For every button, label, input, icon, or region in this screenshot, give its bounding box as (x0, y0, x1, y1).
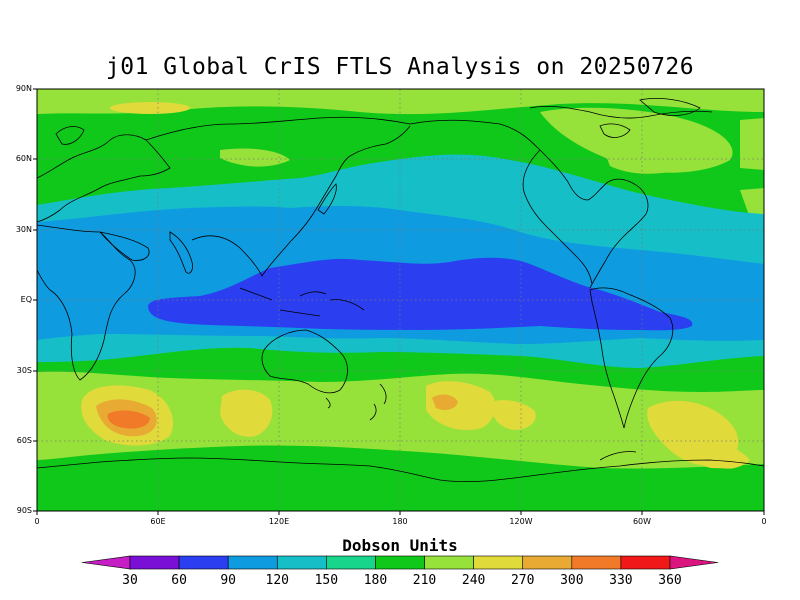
arctic-max (110, 102, 190, 114)
antarctic-210-band (37, 467, 764, 511)
colorbar-arrow-low (81, 555, 131, 570)
axis-ticks (33, 88, 765, 515)
australia-coast (261, 329, 348, 394)
colorbar-tick-label: 270 (510, 573, 535, 588)
africa-coast (37, 224, 136, 381)
antarctica-coast (37, 457, 764, 483)
colorbar-arrow-high (669, 555, 719, 570)
colorbar-tick-label: 360 (658, 573, 682, 588)
colorbar-segment (276, 555, 327, 570)
lon-label-60e: 60E (150, 517, 166, 526)
colorbar-title: Dobson Units (342, 536, 458, 555)
europe-coast (37, 134, 171, 223)
coastlines (37, 98, 764, 483)
colorbar-tick-label: 330 (609, 573, 633, 588)
colorbar-segment (129, 555, 180, 570)
colorbar-segment (620, 555, 671, 570)
lon-label-180: 180 (392, 517, 408, 526)
arctic-high-band (37, 89, 764, 115)
lat-label-60n: 60N (15, 154, 32, 163)
greenland-high (540, 107, 733, 173)
lat-label-90s: 90S (16, 506, 32, 515)
colorbar-tick-label: 30 (122, 573, 138, 588)
lon-label-0-end: 0 (761, 517, 767, 526)
colorbar-tick-label: 90 (220, 573, 236, 588)
lat-label-30n: 30N (15, 225, 32, 234)
lat-label-eq: EQ (20, 295, 32, 304)
colorbar-segment (227, 555, 278, 570)
south-america-coast (589, 287, 674, 429)
lon-label-120w: 120W (509, 517, 533, 526)
ozone-field (37, 89, 764, 511)
colorbar-segment (571, 555, 622, 570)
lat-label-90n: 90N (15, 84, 32, 93)
colorbar-tick-label: 120 (265, 573, 289, 588)
lon-label-120e: 120E (268, 517, 290, 526)
colorbar-segment (473, 555, 524, 570)
lat-label-30s: 30S (16, 366, 32, 375)
north-america-coast (409, 119, 649, 289)
india-coast (169, 231, 193, 274)
colorbar-segment (522, 555, 573, 570)
s-high-240-band (37, 371, 764, 469)
lon-label-60w: 60W (632, 517, 652, 526)
tropical-min-90-band (148, 257, 693, 331)
colorbar-tick-label: 210 (412, 573, 437, 588)
colorbar-tick-label: 300 (560, 573, 584, 588)
lon-label-0: 0 (34, 517, 40, 526)
colorbar-segment (375, 555, 425, 570)
colorbar-tick-label: 60 (171, 573, 187, 588)
asia-coast (191, 125, 411, 277)
colorbar (81, 555, 719, 570)
graticule (37, 89, 764, 511)
colorbar-segment (326, 555, 376, 570)
colorbar-tick-label: 240 (461, 573, 486, 588)
colorbar-tick-label: 180 (363, 573, 388, 588)
colorbar-segment (178, 555, 229, 570)
colorbar-tick-label: 150 (314, 573, 339, 588)
lat-label-60s: 60S (16, 436, 32, 445)
map-title: j01 Global CrIS FTLS Analysis on 2025072… (105, 54, 695, 80)
colorbar-segment (424, 555, 474, 570)
